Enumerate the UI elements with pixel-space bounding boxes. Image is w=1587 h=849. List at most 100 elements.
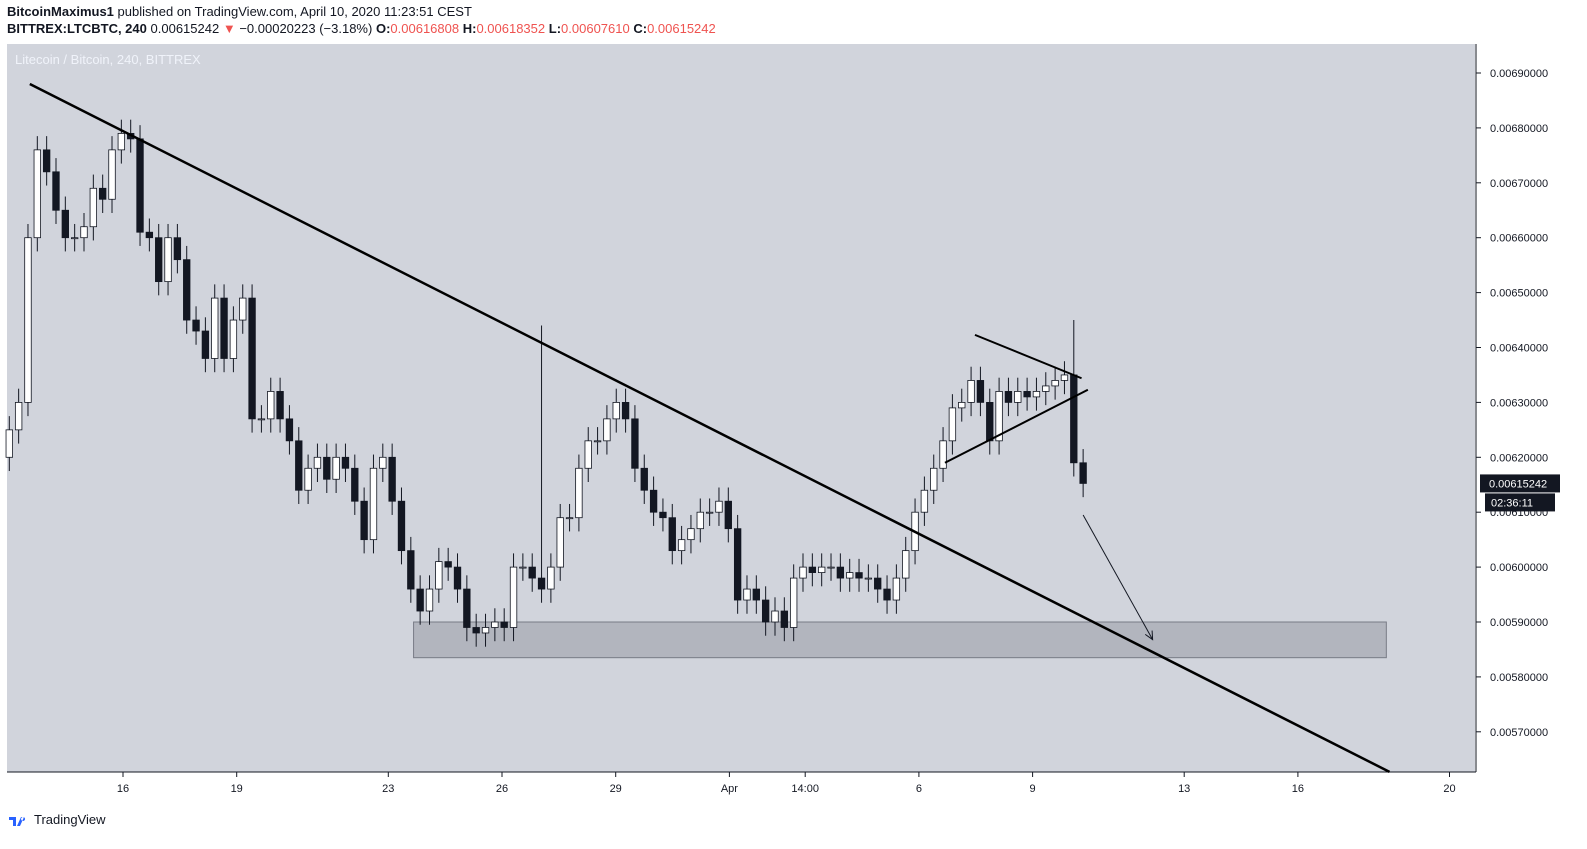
candle-down bbox=[201, 330, 210, 359]
candle-up bbox=[481, 627, 490, 634]
time-tick-label: 20 bbox=[1443, 783, 1455, 795]
candle-up bbox=[547, 566, 555, 590]
candle-up bbox=[584, 440, 592, 469]
candle-down bbox=[1070, 374, 1078, 464]
candle-down bbox=[407, 550, 415, 590]
support-zone-rectangle[interactable] bbox=[413, 621, 1387, 659]
publish-info: BitcoinMaximus1 published on TradingView… bbox=[7, 4, 472, 19]
candle-down bbox=[99, 187, 107, 200]
triangle-upper-line[interactable] bbox=[974, 333, 1082, 380]
candle-up bbox=[696, 511, 704, 530]
author[interactable]: BitcoinMaximus1 bbox=[7, 4, 114, 19]
candle-up bbox=[33, 149, 41, 239]
candle-up bbox=[612, 401, 620, 420]
candle-down bbox=[724, 500, 732, 530]
time-tick-label: Apr bbox=[721, 783, 738, 795]
trendline-line[interactable] bbox=[29, 82, 1391, 773]
symbol: BITTREX:LTCBTC, 240 bbox=[7, 21, 147, 36]
time-tick-label: 9 bbox=[1030, 783, 1036, 795]
candle-up bbox=[799, 566, 807, 579]
candle-up bbox=[80, 226, 88, 239]
price-tick-label: 0.00660000 bbox=[1490, 233, 1548, 245]
time-tick-label: 29 bbox=[610, 783, 622, 795]
candle-up bbox=[715, 500, 723, 513]
candle-down bbox=[323, 456, 331, 480]
candle-up bbox=[435, 561, 443, 590]
candle-down bbox=[220, 297, 228, 359]
candle-down bbox=[341, 456, 350, 469]
candle-up bbox=[892, 577, 901, 601]
time-tick-label: 13 bbox=[1178, 783, 1190, 795]
candle-down bbox=[472, 627, 480, 634]
time-tick-label: 6 bbox=[916, 783, 922, 795]
candle-down bbox=[668, 517, 676, 552]
candle-down bbox=[173, 237, 182, 261]
projection-arrow[interactable] bbox=[1082, 514, 1154, 640]
candle-down bbox=[808, 566, 817, 573]
published-text: published on TradingView.com, April 10, … bbox=[117, 4, 472, 19]
candle-down bbox=[463, 588, 471, 628]
candle-up bbox=[771, 610, 779, 623]
time-tick-label: 26 bbox=[496, 783, 508, 795]
candle-up bbox=[369, 467, 378, 541]
candle-down bbox=[528, 566, 536, 579]
candle-down bbox=[986, 401, 994, 442]
candle-down bbox=[874, 577, 882, 590]
candle-down bbox=[285, 418, 294, 442]
price-tick-label: 0.00640000 bbox=[1490, 343, 1548, 355]
candle-up bbox=[705, 511, 714, 514]
candle-up bbox=[491, 621, 499, 628]
candle-down bbox=[855, 572, 863, 579]
candle-up bbox=[211, 297, 219, 359]
open-value: 0.00616808 bbox=[390, 21, 460, 36]
candle-up bbox=[827, 566, 835, 569]
candle-down bbox=[444, 561, 452, 568]
price-tick-label: 0.00630000 bbox=[1490, 397, 1548, 409]
candle-down bbox=[752, 588, 760, 601]
candle-up bbox=[818, 566, 826, 573]
candle-up bbox=[1014, 391, 1022, 403]
candle-up bbox=[902, 550, 910, 579]
candle-up bbox=[864, 577, 873, 580]
candle-down bbox=[836, 566, 845, 579]
candle-up bbox=[789, 577, 798, 628]
candle-up bbox=[677, 539, 686, 552]
last-price: 0.00615242 bbox=[150, 21, 220, 36]
candle-up bbox=[1042, 385, 1050, 392]
candle-down bbox=[640, 467, 648, 491]
candle-down bbox=[733, 528, 742, 601]
candle-up bbox=[164, 237, 172, 283]
candle-up bbox=[1060, 374, 1069, 381]
footer: TradingView bbox=[8, 812, 106, 827]
candle-up bbox=[603, 418, 611, 442]
time-tick-label: 16 bbox=[117, 783, 129, 795]
candle-down bbox=[500, 621, 508, 628]
triangle-lower-line[interactable] bbox=[944, 388, 1089, 464]
brand-name: TradingView bbox=[34, 812, 106, 827]
close-value: 0.00615242 bbox=[647, 21, 716, 36]
arrow-head-icon bbox=[1144, 630, 1154, 641]
candle-up bbox=[687, 528, 695, 541]
candle-down bbox=[621, 401, 630, 420]
candle-up bbox=[743, 588, 751, 601]
candle-up bbox=[332, 456, 340, 480]
candle-down bbox=[183, 259, 191, 321]
candle-up bbox=[948, 407, 957, 442]
countdown-label: 02:36:11 bbox=[1491, 497, 1533, 509]
candle-down bbox=[631, 418, 639, 469]
last-price-label: 0.00615242 bbox=[1489, 478, 1547, 490]
candle-down bbox=[351, 467, 359, 502]
candle-up bbox=[995, 391, 1003, 442]
candle-down bbox=[42, 149, 51, 173]
candle-down bbox=[360, 500, 368, 541]
candle-down bbox=[155, 237, 163, 283]
candle-up bbox=[967, 380, 975, 403]
candle-down bbox=[248, 297, 256, 420]
symbol-info: BITTREX:LTCBTC, 240 0.00615242 ▼ −0.0002… bbox=[7, 21, 716, 36]
candle-up bbox=[509, 566, 518, 628]
candle-down bbox=[761, 599, 770, 623]
candle-up bbox=[958, 401, 966, 409]
candle-up bbox=[846, 572, 854, 579]
candle-up bbox=[267, 391, 275, 420]
